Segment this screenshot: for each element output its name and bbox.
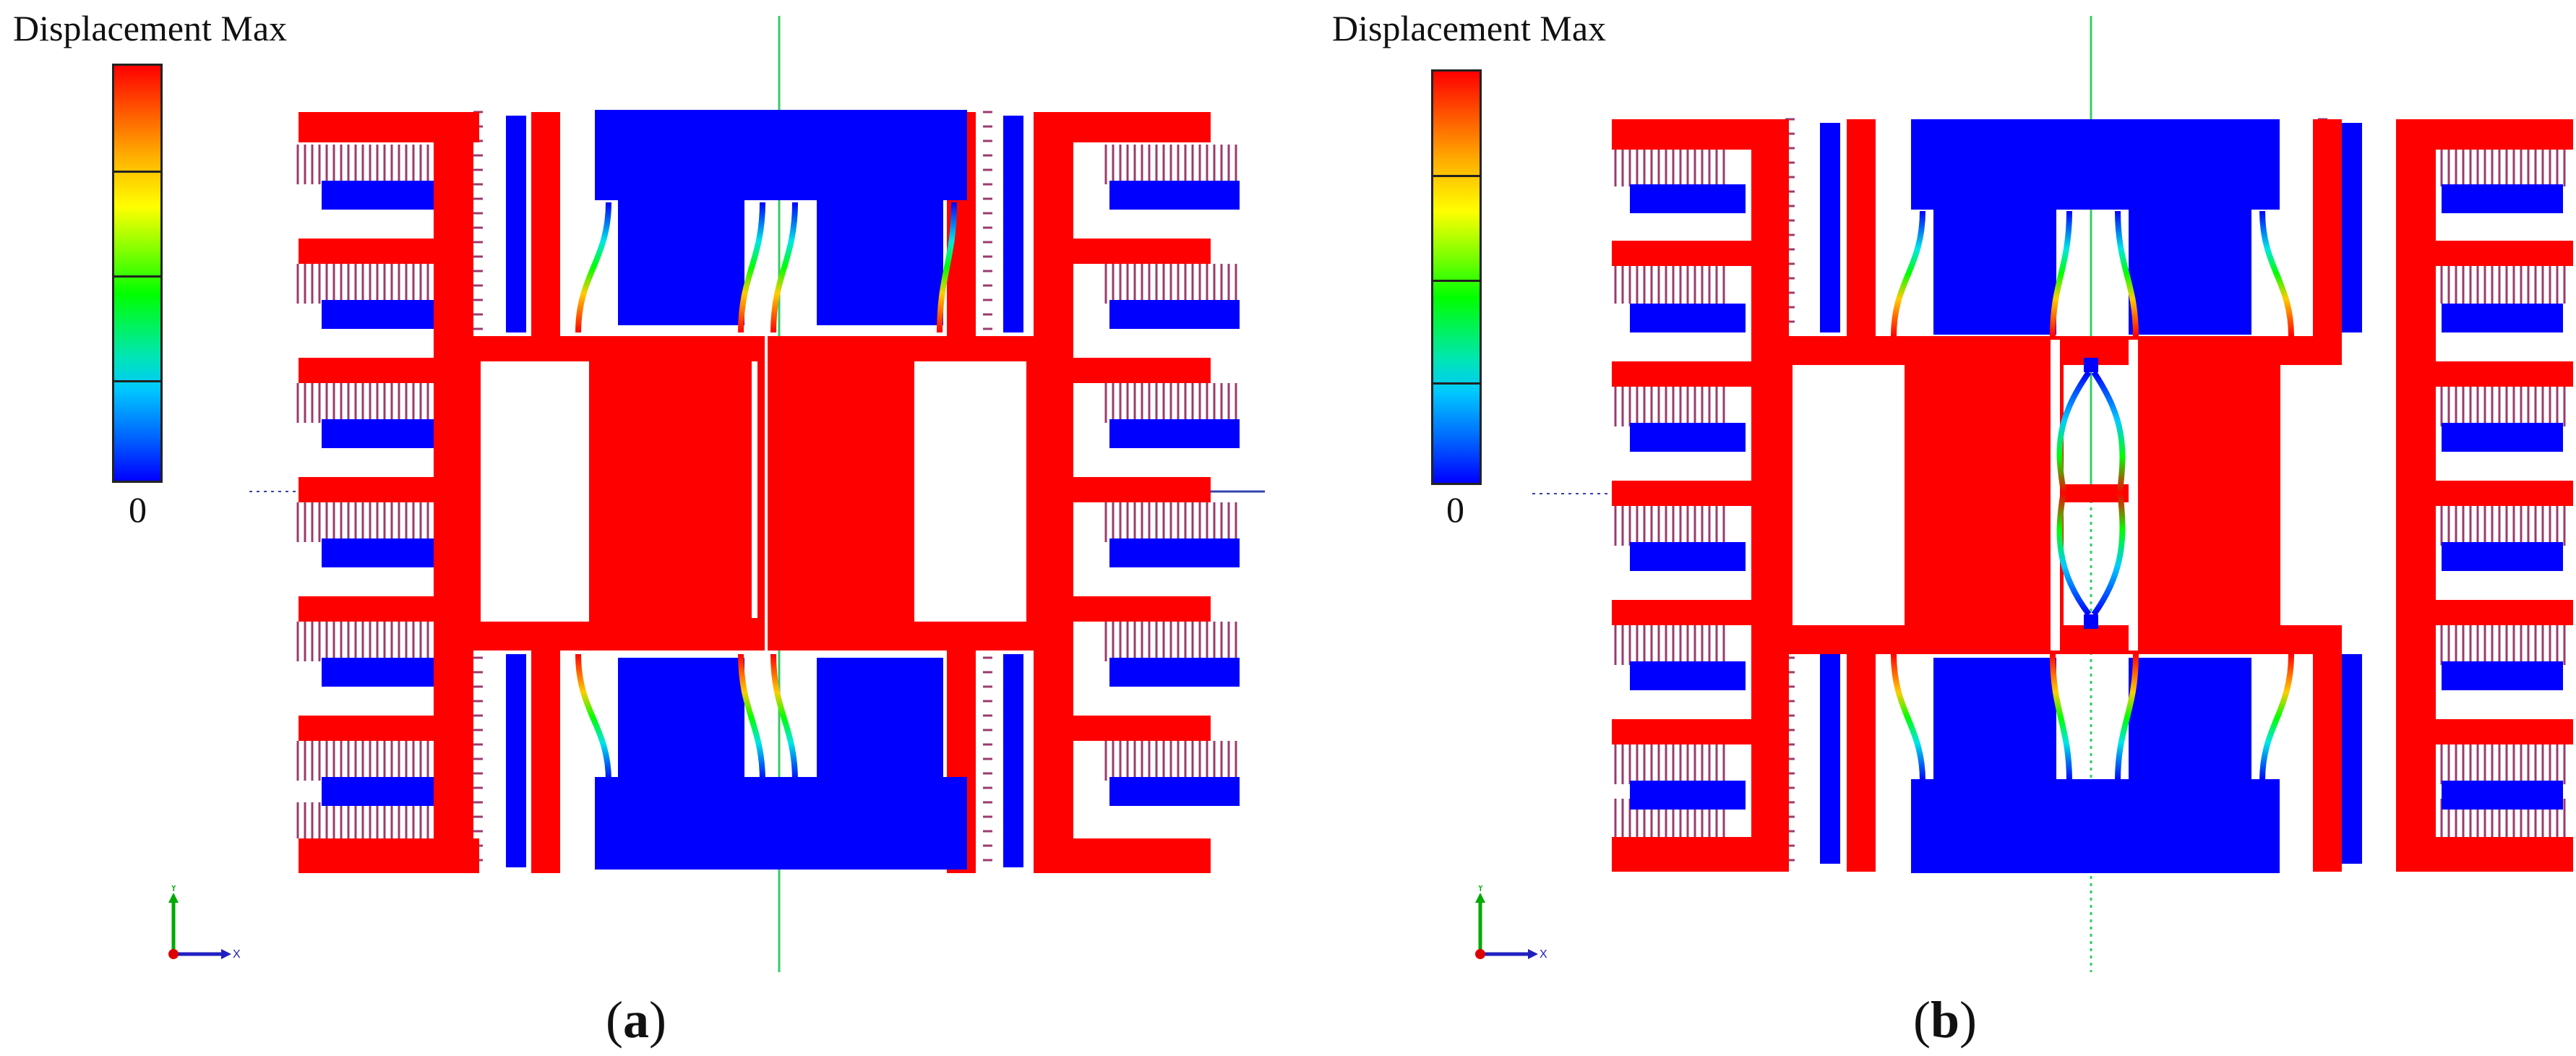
x-axis-label: X [233, 948, 241, 961]
colorbar-min-label: 0 [129, 489, 147, 530]
axis-triad: Y X [1475, 885, 1547, 961]
origin-dot [168, 949, 179, 959]
comb-teeth-left [322, 116, 526, 867]
axis-triad: Y X [168, 885, 241, 961]
colorbar-title: Displacement Max [13, 8, 288, 48]
comb-fingers-right [983, 111, 1237, 862]
proof-mass-windows [1793, 340, 2396, 651]
y-axis-label: Y [1477, 885, 1485, 894]
x-axis-label: X [1540, 948, 1547, 961]
colorbar-title: Displacement Max [1332, 8, 1607, 48]
mems-model-view-b [1532, 16, 2573, 972]
comb-fingers-left [1614, 118, 1795, 862]
caption-b: (b) [1913, 991, 1978, 1049]
origin-dot [1475, 949, 1485, 959]
comb-teeth-left [1630, 123, 1840, 864]
mems-model-view-a [249, 16, 1265, 972]
flexure-beams [575, 202, 957, 781]
colorbar-min-label: 0 [1446, 489, 1464, 530]
panel-b: Displacement Max 0 [1312, 0, 2576, 1056]
comb-teeth-right [2342, 123, 2563, 864]
caption-a: (a) [606, 991, 666, 1049]
anchors [1911, 119, 2280, 873]
anchors [595, 110, 967, 870]
colorbar [1431, 69, 1482, 485]
panel-a: Displacement Max 0 [13, 8, 1265, 1049]
comb-teeth-right [1003, 116, 1240, 867]
y-axis-label: Y [170, 885, 178, 894]
colorbar [112, 64, 163, 483]
flexure-beams [1891, 210, 2294, 781]
proof-mass-windows [481, 336, 1026, 651]
